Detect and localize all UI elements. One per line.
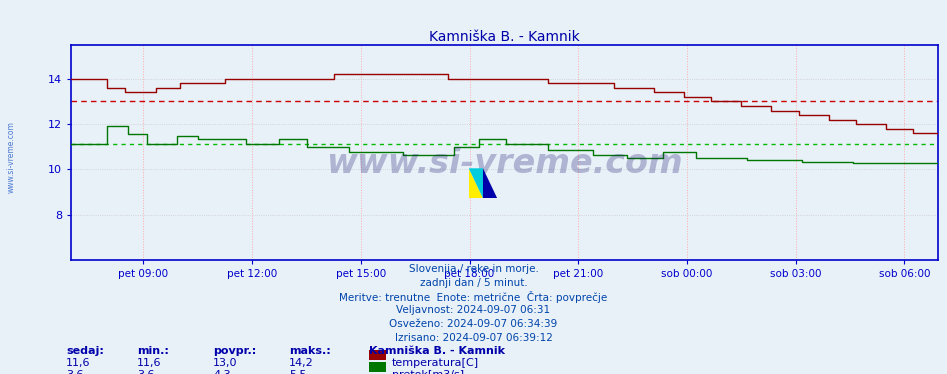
Text: 4,3: 4,3 bbox=[213, 370, 231, 374]
Text: sedaj:: sedaj: bbox=[66, 346, 104, 356]
Polygon shape bbox=[483, 168, 497, 198]
Text: Osveženo: 2024-09-07 06:34:39: Osveženo: 2024-09-07 06:34:39 bbox=[389, 319, 558, 329]
Text: 11,6: 11,6 bbox=[137, 358, 162, 368]
Text: temperatura[C]: temperatura[C] bbox=[392, 358, 479, 368]
Text: Veljavnost: 2024-09-07 06:31: Veljavnost: 2024-09-07 06:31 bbox=[397, 305, 550, 315]
Text: 14,2: 14,2 bbox=[289, 358, 313, 368]
Text: 13,0: 13,0 bbox=[213, 358, 238, 368]
Text: maks.:: maks.: bbox=[289, 346, 331, 356]
Text: 11,6: 11,6 bbox=[66, 358, 91, 368]
Text: 3,6: 3,6 bbox=[137, 370, 154, 374]
Text: Kamniška B. - Kamnik: Kamniška B. - Kamnik bbox=[369, 346, 506, 356]
Text: zadnji dan / 5 minut.: zadnji dan / 5 minut. bbox=[420, 278, 527, 288]
Polygon shape bbox=[469, 168, 483, 198]
Text: Slovenija / reke in morje.: Slovenija / reke in morje. bbox=[408, 264, 539, 274]
Title: Kamniška B. - Kamnik: Kamniška B. - Kamnik bbox=[429, 30, 580, 44]
Text: www.si-vreme.com: www.si-vreme.com bbox=[326, 147, 683, 180]
Text: 5,5: 5,5 bbox=[289, 370, 306, 374]
Text: pretok[m3/s]: pretok[m3/s] bbox=[392, 370, 464, 374]
Text: Izrisano: 2024-09-07 06:39:12: Izrisano: 2024-09-07 06:39:12 bbox=[395, 333, 552, 343]
Text: 3,6: 3,6 bbox=[66, 370, 83, 374]
Polygon shape bbox=[469, 168, 483, 198]
Text: www.si-vreme.com: www.si-vreme.com bbox=[7, 121, 16, 193]
Text: povpr.:: povpr.: bbox=[213, 346, 257, 356]
Text: Meritve: trenutne  Enote: metrične  Črta: povprečje: Meritve: trenutne Enote: metrične Črta: … bbox=[339, 291, 608, 303]
Text: min.:: min.: bbox=[137, 346, 170, 356]
